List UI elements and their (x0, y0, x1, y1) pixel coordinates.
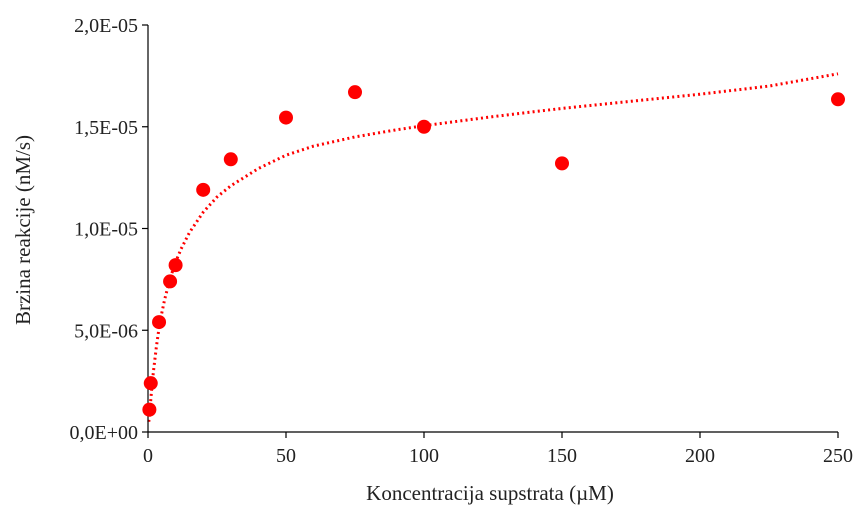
data-point (417, 119, 431, 134)
x-tick-label: 50 (276, 445, 296, 467)
x-tick-label: 100 (409, 445, 439, 467)
data-point (223, 152, 238, 167)
trendline (147, 72, 839, 422)
y-tick-label: 1,0E-05 (74, 219, 138, 241)
axes (147, 25, 838, 433)
trendline-layer (147, 72, 839, 422)
y-tick-label: 0,0E+00 (70, 422, 139, 444)
tick-layer: 0,0E+00 5,0E-06 1,0E-05 1,5E-05 2,0E-05 0 50 10… (70, 15, 854, 467)
y-tick-label: 5,0E-06 (74, 320, 138, 342)
y-tick-label: 2,0E-05 (74, 15, 138, 37)
data-point (196, 182, 211, 197)
data-points (142, 85, 845, 417)
data-point (163, 274, 178, 289)
x-tick-label: 200 (685, 445, 715, 467)
data-point (168, 258, 183, 273)
x-tick-label: 250 (823, 445, 853, 467)
x-axis-title: Koncentracija supstrata (µM) (366, 481, 614, 505)
data-point (831, 92, 845, 107)
y-axis-title: Brzina reakcije (nM/s) (11, 135, 35, 325)
x-tick-label: 150 (547, 445, 577, 467)
data-point (142, 402, 157, 417)
y-tick-label: 1,5E-05 (74, 117, 138, 139)
data-point (279, 110, 293, 125)
data-point (143, 376, 158, 391)
x-tick-label: 0 (143, 445, 153, 467)
data-point (152, 315, 167, 330)
data-point (555, 156, 569, 171)
data-point (348, 85, 362, 100)
